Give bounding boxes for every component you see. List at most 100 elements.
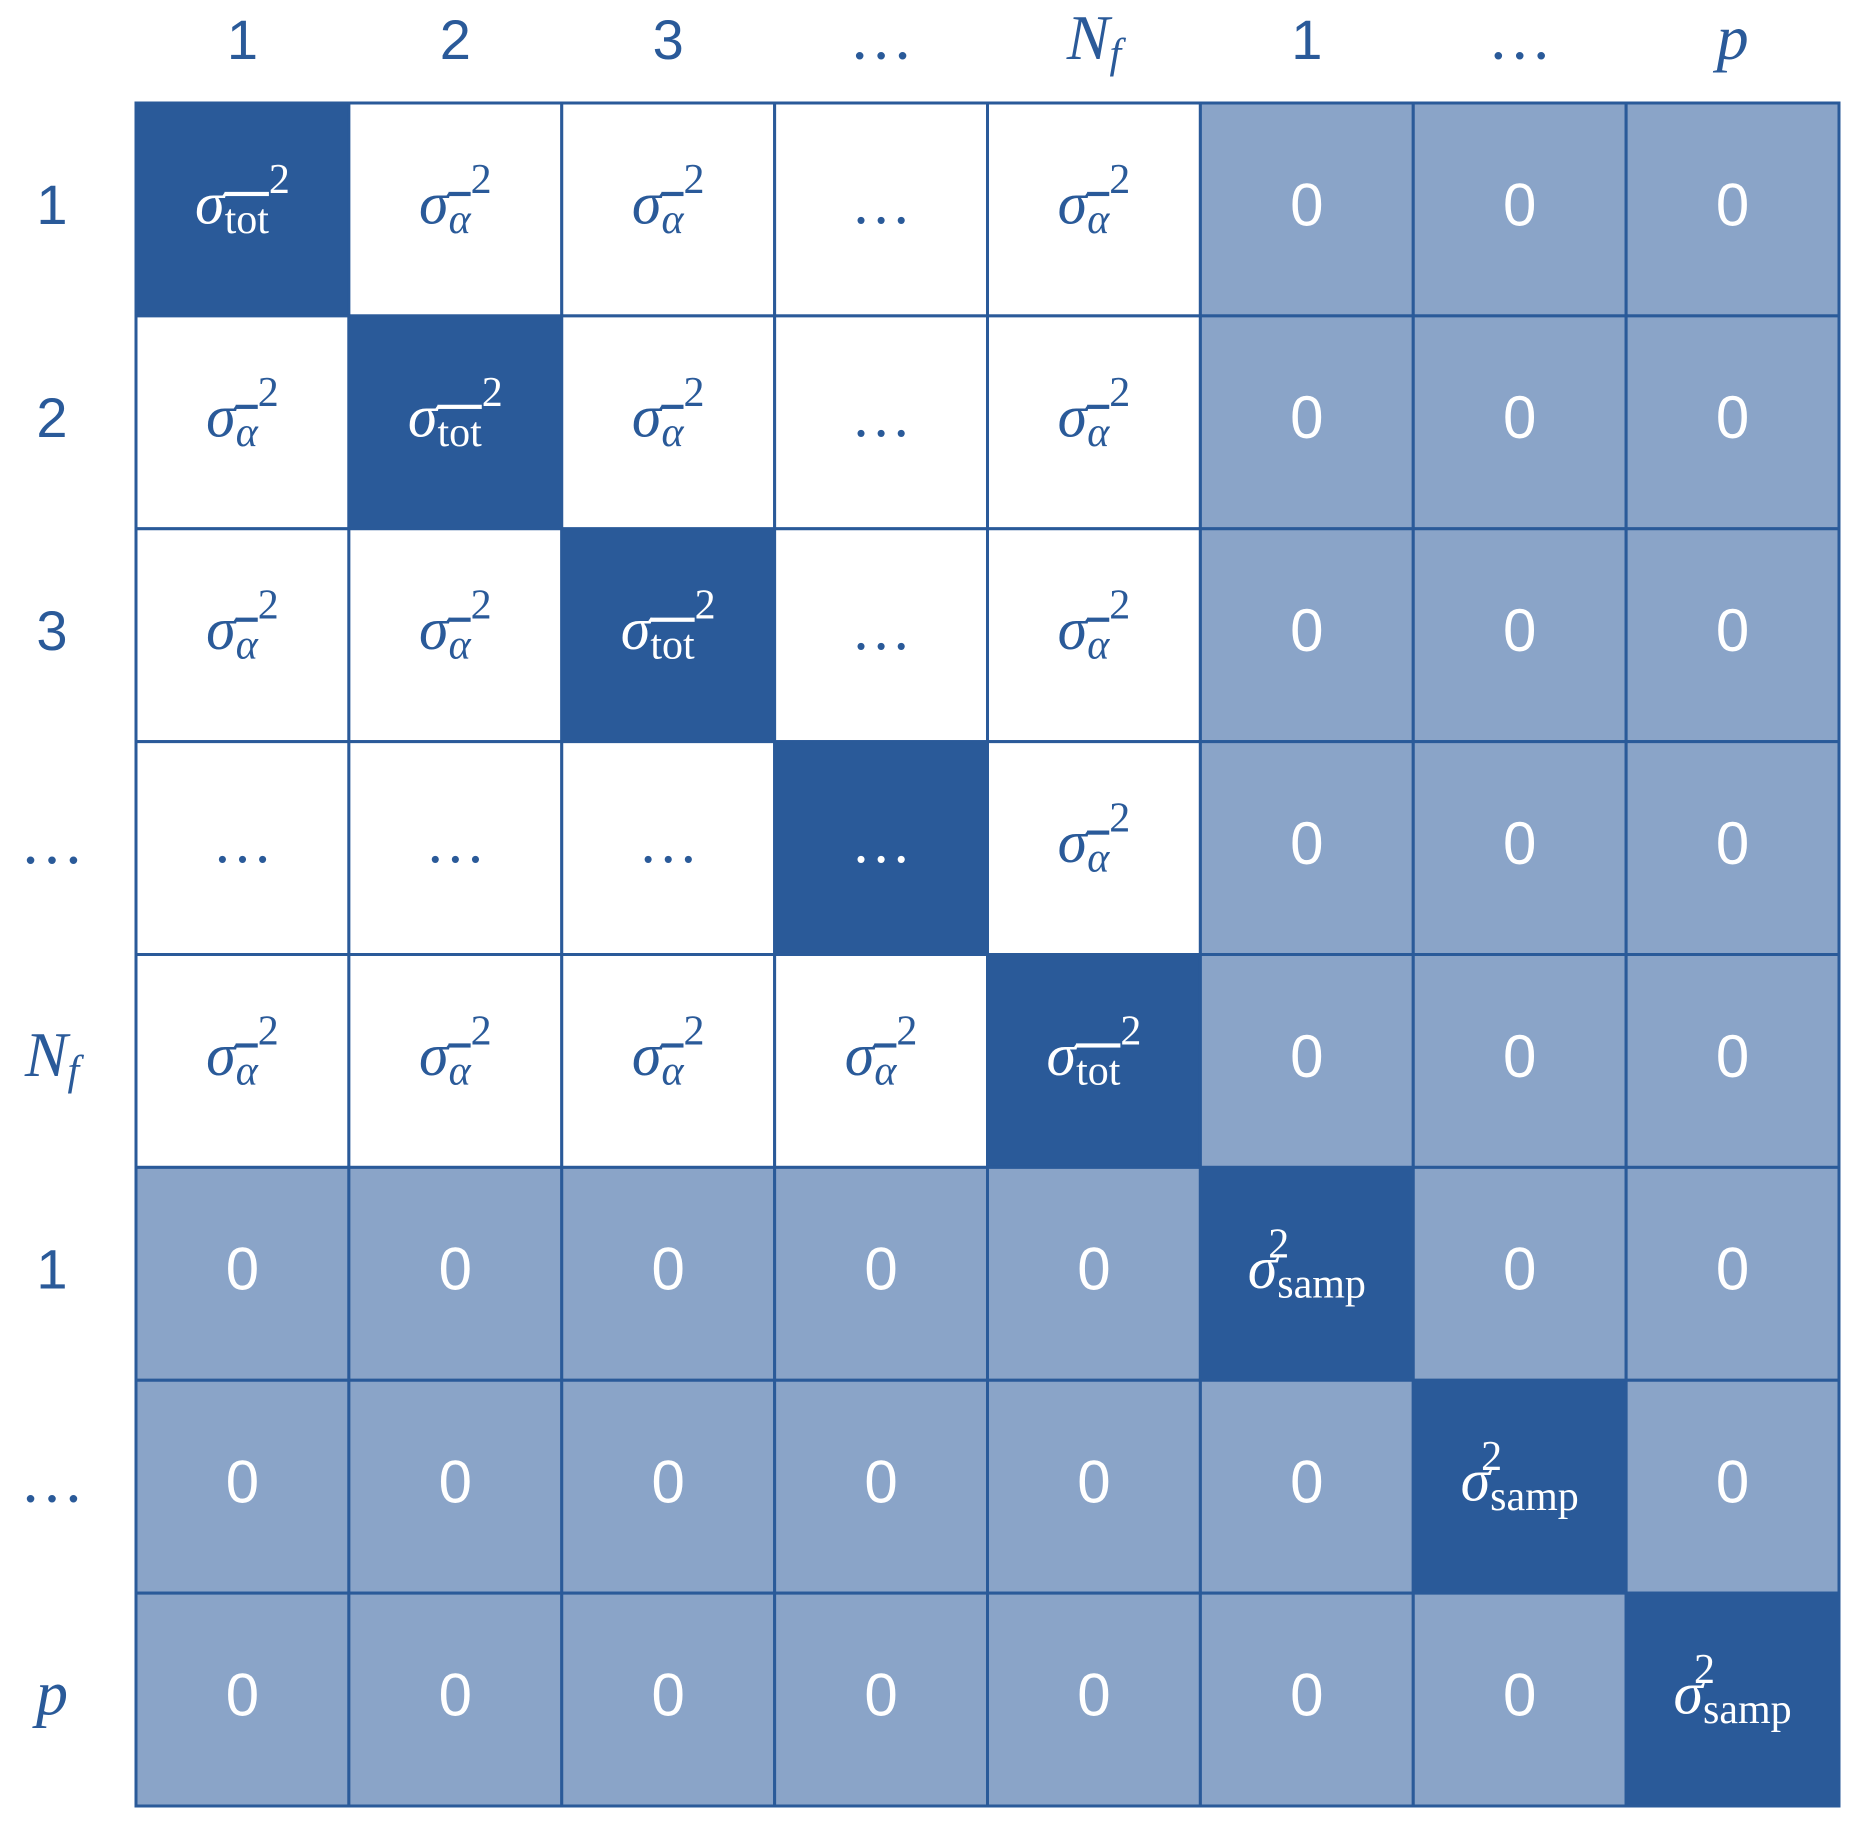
cell-text: σα2 (419, 1008, 492, 1094)
column-header: … (849, 2, 913, 73)
matrix-cell (986, 953, 1202, 1169)
cell-text: … (212, 809, 272, 875)
matrix-cell (560, 1591, 777, 1808)
cell-text: 0 (864, 1661, 897, 1728)
matrix-cell (1411, 740, 1628, 956)
subscript: f (1109, 31, 1126, 77)
matrix-cell (773, 1591, 989, 1808)
column-header: p (1713, 2, 1749, 73)
cell-text: 0 (439, 1449, 472, 1516)
matrix-cell (347, 1165, 564, 1382)
symbol: σ (621, 596, 653, 662)
symbol: σ (1058, 596, 1090, 662)
superscript: 2 (695, 582, 716, 628)
matrix-cell (1411, 1378, 1628, 1595)
cell-text: 0 (652, 1449, 685, 1516)
symbol: σ (419, 1022, 451, 1088)
matrix-cell (560, 740, 777, 956)
cell-text: 0 (1716, 597, 1749, 664)
cell-text: σα2 (206, 369, 279, 455)
superscript: 2 (1268, 1221, 1289, 1267)
matrix-cell (560, 101, 777, 318)
matrix-cell (1198, 101, 1415, 318)
matrix-cell (1198, 1165, 1415, 1382)
cell-text: … (851, 809, 911, 875)
superscript: 2 (1109, 582, 1130, 628)
row-header: Nf (24, 1019, 85, 1094)
superscript: 2 (471, 157, 492, 203)
symbol: σ (195, 170, 227, 236)
cell-text: σsamp2 (1461, 1434, 1579, 1520)
symbol: σ (206, 596, 238, 662)
matrix-cell (1198, 527, 1415, 744)
subscript: samp (1703, 1687, 1792, 1733)
matrix-cell (1624, 1591, 1841, 1808)
symbol: σ (1058, 809, 1090, 875)
symbol: σ (419, 596, 451, 662)
superscript: 2 (684, 369, 705, 415)
matrix-cell (1624, 1165, 1841, 1382)
cell-text: 0 (1290, 1661, 1323, 1728)
subscript: α (1087, 409, 1110, 455)
cell-text: 0 (1503, 810, 1536, 877)
subscript: α (1087, 835, 1110, 881)
cell-text: 0 (1290, 1449, 1323, 1516)
cell-text: 0 (1716, 1023, 1749, 1090)
cell-text: … (638, 809, 698, 875)
subscript: α (1087, 622, 1110, 668)
column-header: 1 (227, 8, 258, 71)
cell-text: 0 (1503, 171, 1536, 238)
matrix-cell (347, 314, 564, 531)
matrix-cell (347, 101, 564, 318)
subscript: samp (1277, 1261, 1366, 1307)
superscript: 2 (258, 1008, 279, 1054)
matrix-cell (986, 1591, 1202, 1808)
subscript: α (1087, 197, 1110, 243)
cell-text: 0 (1503, 384, 1536, 451)
matrix-cell (347, 1378, 564, 1595)
subscript: α (874, 1048, 897, 1094)
matrix-cell (134, 1591, 351, 1808)
cell-text: 0 (226, 1236, 259, 1303)
subscript: α (661, 1048, 684, 1094)
cell-text: σtot2 (195, 157, 290, 243)
superscript: 2 (684, 157, 705, 203)
symbol: σ (206, 383, 238, 449)
matrix-cell (560, 953, 777, 1169)
column-header: 2 (440, 8, 471, 71)
subscript: tot (650, 622, 695, 668)
matrix-cell (134, 1378, 351, 1595)
subscript: α (236, 409, 259, 455)
superscript: 2 (896, 1008, 917, 1054)
subscript: α (236, 1048, 259, 1094)
matrix-cell (560, 1165, 777, 1382)
matrix-cell (1411, 953, 1628, 1169)
row-header: … (20, 1444, 84, 1515)
matrix-cell (1624, 1378, 1841, 1595)
row-header: 3 (36, 599, 67, 662)
superscript: 2 (258, 369, 279, 415)
matrix-cell (1624, 314, 1841, 531)
cell-text: 0 (1290, 171, 1323, 238)
cell-text: 0 (1716, 384, 1749, 451)
symbol: σ (1046, 1022, 1078, 1088)
cell-text: … (851, 170, 911, 236)
matrix-cell (773, 527, 989, 744)
subscript: α (449, 622, 472, 668)
superscript: 2 (258, 582, 279, 628)
cell-text: 0 (439, 1661, 472, 1728)
matrix-cell (773, 740, 989, 956)
matrix-cell (1198, 1591, 1415, 1808)
cell-text: 0 (1716, 171, 1749, 238)
cell-text: σα2 (1058, 157, 1131, 243)
cell-text: σsamp2 (1673, 1647, 1791, 1733)
matrix-cell (1411, 1165, 1628, 1382)
cell-text: 0 (652, 1236, 685, 1303)
matrix-cell (986, 1378, 1202, 1595)
matrix-cell (134, 740, 351, 956)
row-header: p (32, 1657, 68, 1728)
cell-text: … (851, 596, 911, 662)
cell-text: σα2 (1058, 582, 1131, 668)
row-header: 2 (36, 386, 67, 449)
